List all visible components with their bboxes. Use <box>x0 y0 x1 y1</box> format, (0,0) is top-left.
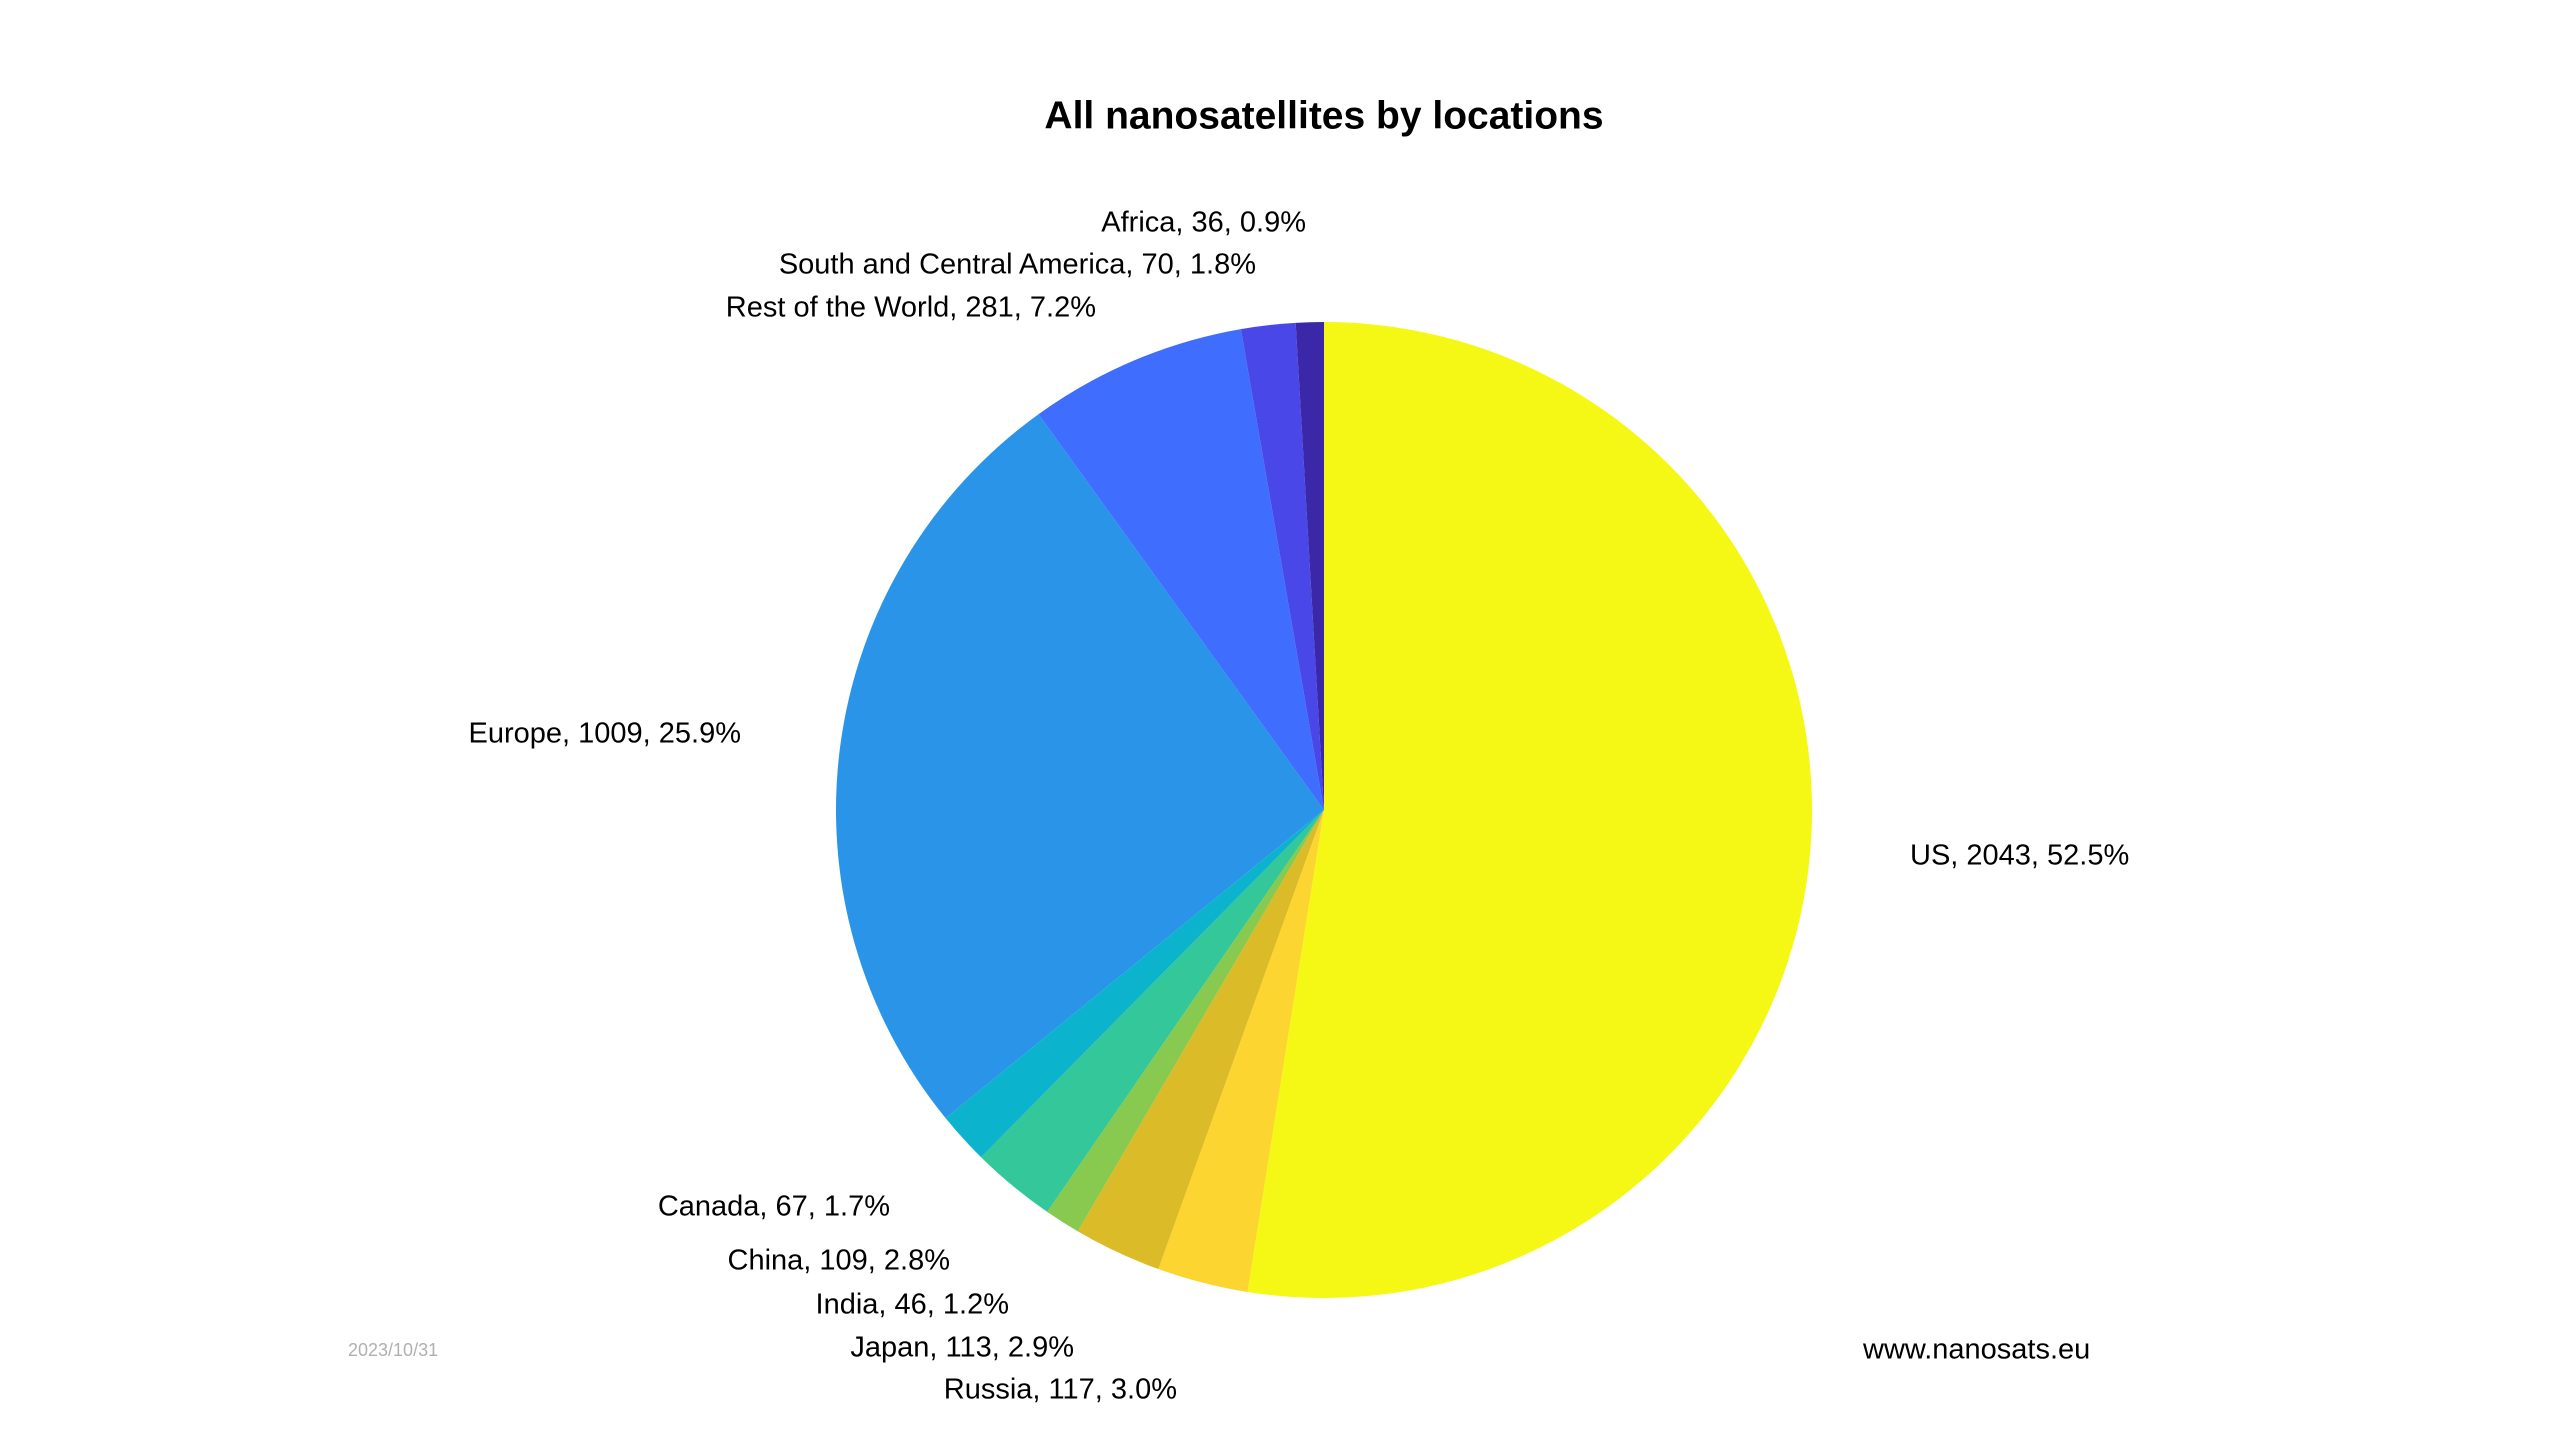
slice-label: US, 2043, 52.5% <box>1910 840 2129 872</box>
slice-label: India, 46, 1.2% <box>816 1289 1009 1321</box>
pie-slice <box>1077 810 1324 1270</box>
slice-label: Africa, 36, 0.9% <box>1101 207 1306 239</box>
slice-label: China, 109, 2.8% <box>728 1245 950 1277</box>
slice-label: Russia, 117, 3.0% <box>944 1374 1177 1406</box>
date: 2023/10/31 <box>348 1340 438 1360</box>
slice-label: Japan, 113, 2.9% <box>850 1332 1074 1364</box>
labels: US, 2043, 52.5% Russia, 117, 3.0% Japan, 1… <box>469 207 2130 1406</box>
slice-label: Rest of the World, 281, 7.2% <box>726 292 1096 324</box>
pie-slice <box>1038 329 1324 810</box>
pie-slice <box>836 414 1324 1119</box>
pie <box>836 322 1813 1298</box>
pie-slice <box>1295 322 1324 810</box>
source: www.nanosats.eu <box>1862 1334 2090 1366</box>
slice-label: Canada, 67, 1.7% <box>658 1191 890 1223</box>
slice-label: Europe, 1009, 25.9% <box>469 718 741 750</box>
pie-slice <box>981 810 1324 1212</box>
pie-slice <box>1047 810 1324 1232</box>
pie-slice <box>945 810 1324 1158</box>
slice-label: South and Central America, 70, 1.8% <box>779 249 1256 281</box>
pie-slice <box>1247 322 1813 1298</box>
chart-title: All nanosatellites by locations <box>1044 94 1603 137</box>
pie-slice <box>1240 322 1324 810</box>
pie-slice <box>1158 810 1324 1292</box>
